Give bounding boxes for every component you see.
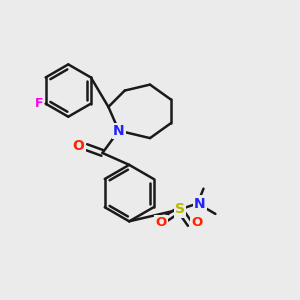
Text: O: O bbox=[73, 139, 85, 152]
Text: N: N bbox=[113, 124, 124, 138]
Text: S: S bbox=[175, 202, 185, 216]
Text: F: F bbox=[35, 97, 43, 110]
Text: O: O bbox=[155, 216, 167, 229]
Text: O: O bbox=[191, 216, 202, 229]
Text: N: N bbox=[194, 196, 206, 211]
